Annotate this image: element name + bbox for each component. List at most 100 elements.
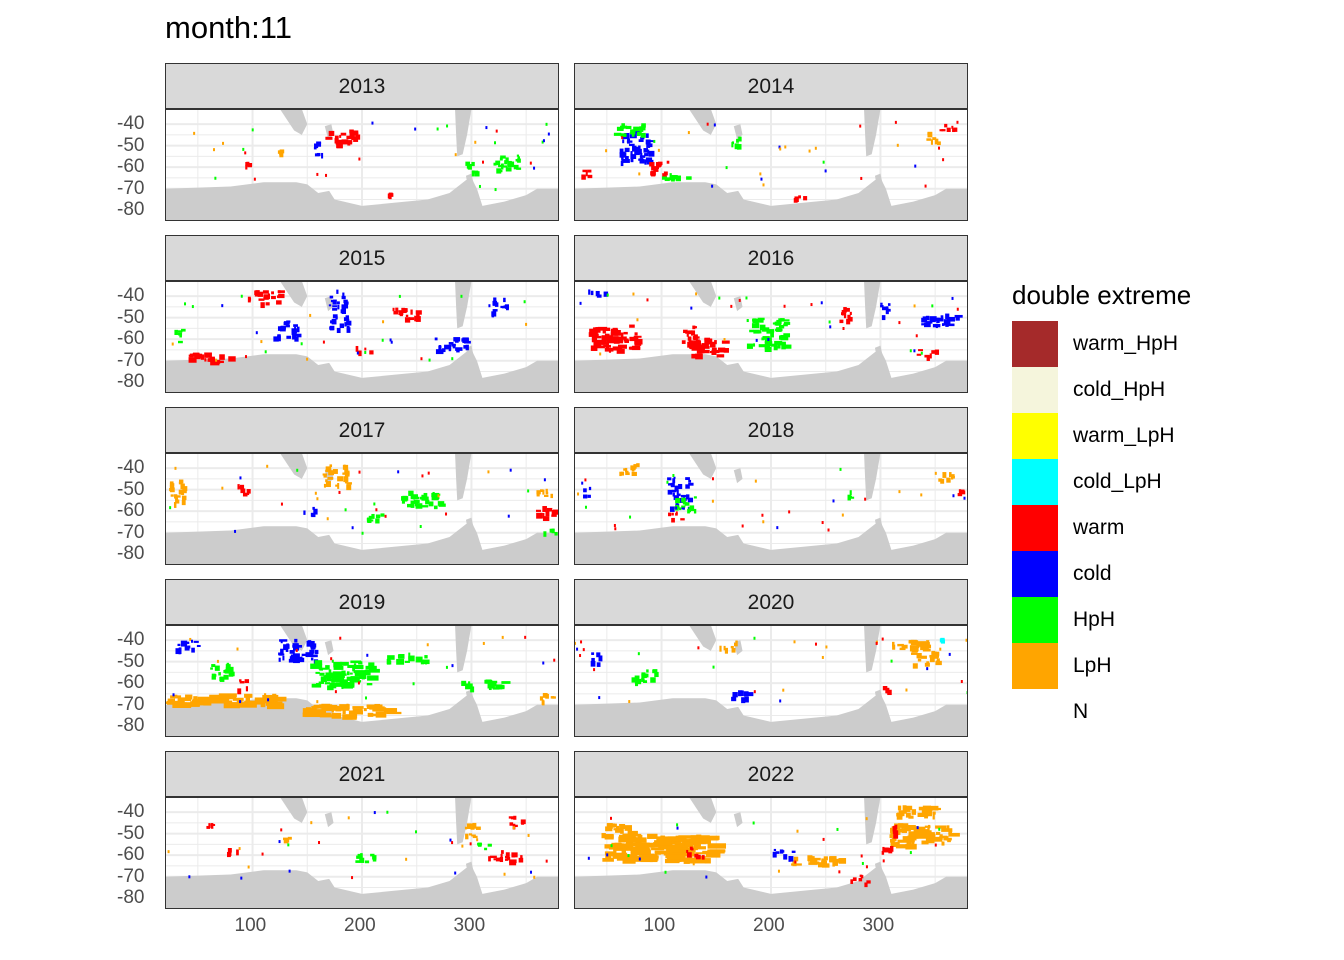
legend-key <box>1012 321 1058 367</box>
region-warm <box>957 489 966 497</box>
legend-key <box>1012 367 1058 413</box>
legend-label: cold_HpH <box>1073 378 1166 401</box>
antarctica-land <box>574 693 968 737</box>
y-tick-label: -70 <box>117 177 145 199</box>
legend-label: warm_LpH <box>1073 424 1175 447</box>
legend-label: HpH <box>1073 608 1116 631</box>
y-tick-label: -70 <box>117 693 145 715</box>
region-LpH <box>302 703 402 720</box>
region-warm <box>850 874 871 888</box>
legend-label: N <box>1073 700 1089 723</box>
region-cold <box>588 289 609 298</box>
y-tick-label: -80 <box>117 887 145 909</box>
antarctica-land <box>574 521 968 565</box>
region-HpH <box>401 490 446 510</box>
region-LpH <box>322 464 352 491</box>
y-tick-label: -60 <box>117 500 145 522</box>
region-LpH <box>719 640 738 654</box>
region-cold <box>921 313 963 329</box>
region-warm <box>916 349 940 361</box>
region-cold <box>772 848 796 862</box>
y-tick-label: -40 <box>117 457 145 479</box>
region-LpH <box>601 823 642 840</box>
facet-panel-2014 <box>574 109 968 221</box>
region-LpH <box>602 833 727 864</box>
region-HpH <box>461 679 511 693</box>
legend-key <box>1012 689 1058 735</box>
y-tick-label: -80 <box>117 371 145 393</box>
y-tick-label: -60 <box>117 672 145 694</box>
region-warm <box>237 679 250 695</box>
region-warm <box>882 686 892 696</box>
region-LpH <box>169 479 188 508</box>
region-LpH <box>892 639 932 653</box>
region-warm <box>649 160 670 179</box>
legend-item-cold: cold <box>1012 551 1191 597</box>
x-tick-label: 300 <box>453 915 486 936</box>
antarctica-land <box>574 865 968 909</box>
region-warm <box>686 846 705 860</box>
region-warm <box>237 484 251 497</box>
region-cold <box>590 652 603 667</box>
x-tick-label: 300 <box>862 915 895 936</box>
region-warm <box>881 846 894 855</box>
facet-strip-2017: 2017 <box>165 407 559 453</box>
x-tick-label: 200 <box>753 915 785 936</box>
antarctica-land <box>574 349 968 393</box>
facet-panel-2016 <box>574 281 968 393</box>
legend-label: cold <box>1073 562 1112 585</box>
region-HpH <box>174 328 186 344</box>
legend-item-LpH: LpH <box>1012 643 1191 689</box>
facet-strip-2015: 2015 <box>165 235 559 281</box>
region-cold <box>434 337 471 355</box>
region-warm <box>939 123 958 133</box>
y-tick-label: -50 <box>117 478 145 500</box>
x-tick-label: 100 <box>643 915 676 936</box>
region-HpH <box>477 842 492 851</box>
region-HpH <box>210 662 235 682</box>
legend-item-cold_HpH: cold_HpH <box>1012 367 1191 413</box>
facet-strip-2019: 2019 <box>165 579 559 625</box>
y-tick-label: -80 <box>117 715 145 737</box>
facet-panel-2013 <box>165 109 559 221</box>
legend-item-HpH: HpH <box>1012 597 1191 643</box>
region-warm <box>535 506 559 522</box>
region-LpH <box>926 131 941 146</box>
region-LpH <box>277 149 285 158</box>
region-HpH <box>386 654 430 665</box>
legend-label: cold_LpH <box>1073 470 1162 493</box>
region-warm <box>325 129 361 149</box>
facet-strip-2016: 2016 <box>574 235 968 281</box>
y-tick-label: -50 <box>117 650 145 672</box>
facet-panel-2017 <box>165 453 559 565</box>
y-tick-label: -60 <box>117 328 145 350</box>
region-LpH <box>464 822 481 840</box>
facet-strip-2013: 2013 <box>165 63 559 109</box>
legend-items: warm_HpH cold_HpH warm_LpH cold_LpH warm cold… <box>1012 321 1191 735</box>
region-cold <box>583 486 592 499</box>
region-warm <box>681 325 700 344</box>
facet-strip-2018: 2018 <box>574 407 968 453</box>
region-HpH <box>847 490 855 501</box>
region-warm <box>687 337 730 360</box>
region-HpH <box>355 853 377 864</box>
region-warm <box>387 192 394 200</box>
region-HpH <box>310 660 380 691</box>
antarctica-land <box>165 349 559 393</box>
legend-item-warm_LpH: warm_LpH <box>1012 413 1191 459</box>
region-cold <box>328 289 352 334</box>
y-tick-label: -50 <box>117 306 145 328</box>
region-HpH <box>465 161 480 177</box>
facet-panel-2018 <box>574 453 968 565</box>
region-warm <box>206 823 216 829</box>
legend-label: LpH <box>1073 654 1112 677</box>
region-LpH <box>938 472 955 484</box>
figure-title: month:11 <box>165 10 292 45</box>
y-tick-label: -80 <box>117 199 145 221</box>
antarctica-land <box>165 865 559 909</box>
region-LpH <box>536 488 554 499</box>
region-cold <box>731 690 754 704</box>
facet-strip-2020: 2020 <box>574 579 968 625</box>
facet-strip-2021: 2021 <box>165 751 559 797</box>
facet-panel-2022 <box>574 797 968 909</box>
